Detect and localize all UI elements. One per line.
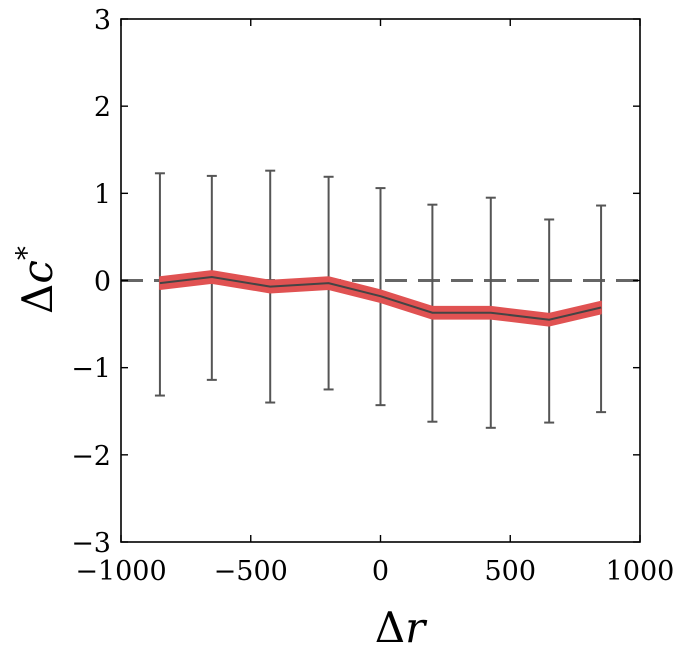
- axis-ticks: −1000 −500 0 500 1000 −3 −2 −1 0 1 2 3: [71, 5, 674, 587]
- y-tick-label: 1: [94, 179, 111, 210]
- x-tick-label: −1000: [75, 556, 166, 587]
- y-axis-label: Δc*: [10, 246, 62, 314]
- x-axis-label: Δr: [375, 603, 428, 652]
- y-tick-label: 3: [94, 5, 111, 36]
- y-tick-label: 0: [94, 267, 111, 298]
- x-tick-label: −500: [214, 556, 288, 587]
- y-tick-label: 2: [94, 92, 111, 123]
- x-tick-label: 0: [372, 556, 389, 587]
- y-tick-label: −2: [71, 441, 111, 472]
- x-tick-label: 500: [484, 556, 536, 587]
- y-tick-label: −3: [71, 528, 111, 559]
- plot-content: [121, 169, 640, 429]
- x-tick-label: 1000: [606, 556, 675, 587]
- y-tick-label: −1: [71, 354, 111, 385]
